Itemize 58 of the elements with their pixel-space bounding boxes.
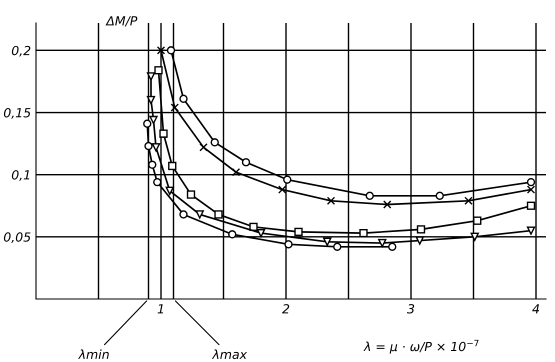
y-tick-label: 0,2 [12, 46, 30, 57]
point [143, 120, 152, 128]
point [179, 210, 188, 219]
point [294, 228, 303, 236]
x-tick-label: 2 [282, 304, 290, 314]
x-tick-label: 4 [532, 304, 540, 314]
point [436, 192, 444, 200]
point [144, 142, 153, 150]
point [210, 138, 219, 147]
point [149, 116, 158, 124]
point [146, 72, 156, 81]
point [526, 185, 536, 194]
point [388, 242, 396, 251]
point [383, 200, 392, 209]
point [333, 242, 342, 251]
y-axis-title: ΔM/P [105, 16, 138, 26]
point [326, 196, 336, 205]
ref-line-label: λmax [212, 349, 248, 360]
point [470, 232, 479, 242]
point [156, 46, 166, 55]
point [179, 94, 188, 104]
point [232, 168, 240, 176]
point [146, 96, 156, 104]
x-axis-title: λ = μ · ω/P × 10$^{−7}$ [363, 340, 478, 354]
point [526, 202, 536, 210]
point [278, 185, 286, 194]
point [166, 186, 174, 196]
point [464, 196, 473, 205]
point [186, 190, 196, 199]
x-tick-label: 3 [407, 304, 414, 314]
point [153, 178, 162, 186]
point [526, 178, 536, 186]
point [214, 210, 223, 219]
point [228, 230, 236, 239]
point [154, 66, 163, 74]
point [170, 103, 179, 112]
point [526, 226, 536, 235]
ref-line-label: λmin [78, 349, 109, 359]
y-tick-label: 0,15 [4, 108, 30, 119]
point [366, 192, 374, 200]
point [359, 228, 368, 238]
y-tick-label: 0,1 [12, 170, 30, 181]
point [283, 175, 292, 184]
point [152, 143, 160, 152]
x-tick-label: 1 [158, 304, 164, 314]
point [323, 238, 332, 246]
point [199, 143, 208, 152]
point [148, 160, 156, 169]
point [166, 46, 176, 55]
y-tick-label: 0,05 [4, 232, 30, 244]
point [159, 129, 168, 138]
point [473, 216, 482, 225]
point [196, 210, 204, 219]
point [416, 225, 426, 234]
point [378, 238, 386, 248]
point [168, 162, 176, 170]
point [284, 240, 293, 248]
point [242, 158, 250, 166]
